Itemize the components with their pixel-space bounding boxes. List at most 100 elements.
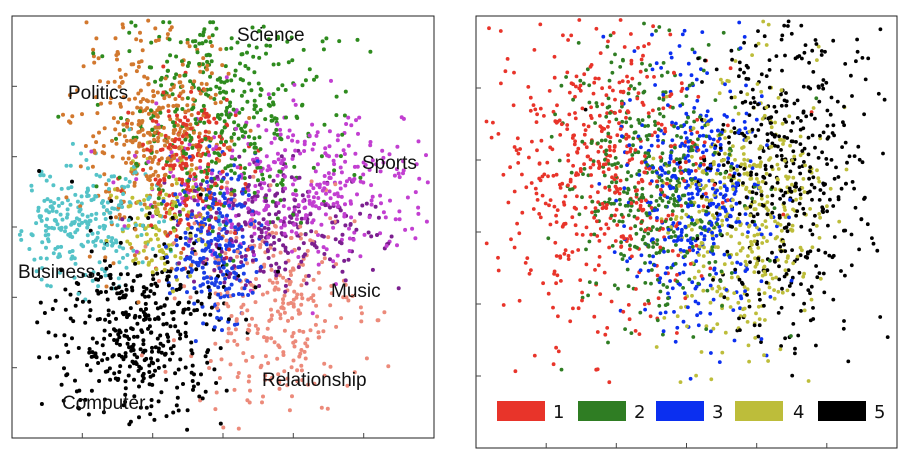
left-point-series-8 (202, 276, 206, 281)
right-point-series-1 (610, 180, 614, 185)
left-point-series-1 (169, 25, 174, 30)
left-point-series-0 (243, 123, 248, 128)
left-point-series-6 (171, 410, 176, 415)
left-point-series-0 (243, 130, 248, 135)
left-point-series-1 (126, 150, 131, 155)
left-point-series-6 (190, 363, 195, 368)
right-point-series-2 (689, 169, 694, 173)
left-point-series-7 (207, 120, 212, 125)
left-point-series-6 (194, 290, 199, 295)
left-point-series-6 (165, 260, 170, 265)
left-point-series-4 (250, 258, 255, 263)
right-point-series-0 (626, 110, 631, 115)
right-point-series-4 (841, 120, 845, 125)
left-point-series-1 (118, 104, 123, 109)
left-point-series-7 (181, 246, 186, 251)
right-point-series-0 (598, 124, 603, 129)
right-point-series-4 (796, 333, 801, 338)
left-point-series-7 (156, 181, 161, 186)
left-point-series-2 (335, 138, 340, 143)
left-point-series-2 (283, 148, 288, 153)
left-point-series-0 (246, 66, 251, 71)
right-point-series-0 (639, 160, 644, 165)
left-point-series-2 (301, 199, 306, 204)
left-point-series-6 (120, 295, 125, 300)
left-point-series-1 (149, 144, 154, 149)
right-point-series-0 (695, 117, 700, 122)
left-point-series-3 (78, 207, 83, 212)
right-point-series-4 (785, 136, 790, 140)
right-point-series-4 (808, 189, 812, 194)
left-point-series-1 (154, 149, 159, 154)
left-point-series-3 (93, 243, 98, 248)
right-point-series-3 (733, 95, 737, 100)
right-point-series-3 (730, 261, 734, 265)
left-point-series-0 (299, 220, 303, 225)
left-point-series-3 (90, 231, 95, 236)
right-point-series-2 (661, 92, 666, 97)
left-point-series-5 (300, 296, 305, 301)
left-point-series-0 (321, 47, 326, 52)
left-point-series-3 (19, 229, 24, 234)
left-point-series-5 (267, 278, 272, 283)
left-point-series-1 (156, 161, 161, 166)
right-point-series-4 (809, 284, 814, 289)
left-point-series-1 (131, 62, 136, 67)
right-point-series-0 (559, 122, 564, 127)
right-point-series-4 (779, 344, 783, 348)
right-point-series-3 (802, 190, 807, 194)
right-point-series-0 (629, 61, 634, 66)
right-point-series-1 (691, 335, 696, 339)
left-point-series-0 (233, 68, 238, 73)
left-point-series-2 (310, 220, 315, 225)
left-point-series-1 (204, 82, 209, 87)
right-point-series-0 (625, 150, 629, 155)
left-point-series-6 (189, 348, 194, 353)
right-point-series-4 (816, 156, 821, 160)
left-point-series-1 (155, 113, 160, 118)
left-point-series-9 (142, 198, 147, 203)
left-point-series-6 (118, 364, 123, 369)
left-point-series-5 (250, 355, 255, 359)
left-point-series-5 (278, 312, 283, 317)
right-point-series-4 (808, 169, 812, 174)
right-point-series-2 (759, 279, 764, 284)
left-point-series-2 (253, 197, 258, 202)
right-point-series-0 (628, 226, 633, 231)
left-point-series-5 (320, 260, 325, 265)
left-point-series-0 (217, 116, 222, 121)
right-point-series-0 (558, 133, 563, 137)
right-point-series-3 (773, 219, 777, 224)
right-point-series-2 (650, 32, 654, 37)
left-point-series-0 (258, 87, 263, 91)
left-point-series-1 (173, 97, 178, 101)
right-point-series-0 (546, 174, 550, 179)
right-point-series-2 (705, 71, 709, 75)
right-point-series-4 (799, 282, 803, 286)
left-point-series-8 (199, 220, 204, 225)
left-point-series-2 (302, 139, 307, 144)
left-point-series-0 (211, 20, 216, 25)
left-point-series-7 (183, 115, 188, 120)
left-point-series-6 (218, 421, 223, 426)
left-point-series-6 (156, 346, 161, 351)
left-point-series-0 (243, 166, 247, 171)
right-point-series-0 (644, 198, 648, 203)
right-point-series-1 (671, 193, 675, 198)
left-point-series-3 (44, 256, 49, 261)
right-point-series-0 (558, 254, 563, 259)
left-point-series-3 (44, 208, 49, 213)
right-point-series-3 (746, 136, 751, 140)
right-point-series-4 (850, 180, 855, 184)
left-point-series-8 (185, 290, 189, 295)
right-point-series-3 (742, 313, 747, 318)
left-point-series-2 (269, 140, 274, 145)
left-point-series-5 (246, 379, 251, 384)
right-point-series-3 (745, 92, 750, 97)
left-point-series-3 (43, 228, 48, 233)
right-point-series-3 (756, 41, 761, 46)
left-point-series-4 (236, 213, 241, 218)
right-point-series-4 (748, 260, 752, 264)
right-point-series-4 (727, 140, 731, 145)
left-point-series-0 (209, 59, 214, 64)
